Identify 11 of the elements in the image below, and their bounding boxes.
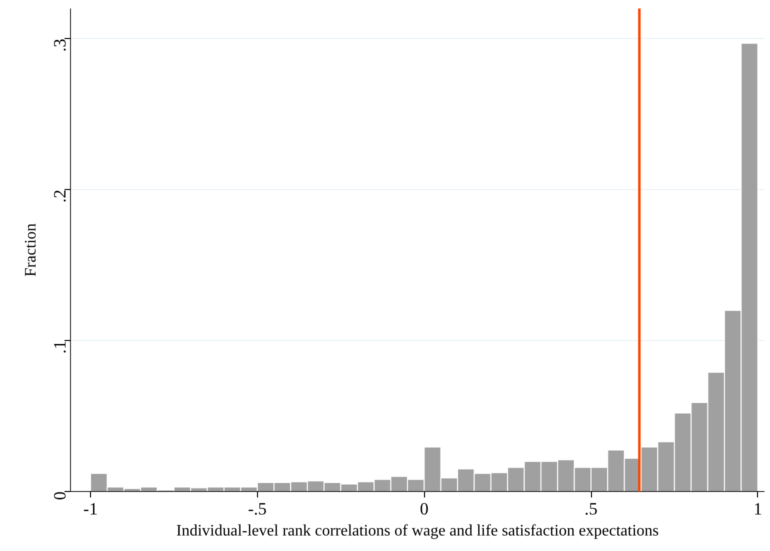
y-tick-label: .1 bbox=[50, 340, 70, 354]
x-tick-label: .5 bbox=[584, 500, 598, 518]
x-tick-label: 1 bbox=[753, 500, 762, 518]
x-tick-label: -1 bbox=[83, 500, 98, 518]
x-tick-label: -.5 bbox=[248, 500, 267, 518]
x-axis-title: Individual-level rank correlations of wage and life satisfaction expectations bbox=[176, 522, 659, 540]
y-tick-label: .2 bbox=[50, 190, 70, 203]
y-tick-label: .3 bbox=[50, 38, 70, 52]
y-tick-label: 0 bbox=[50, 491, 70, 500]
y-axis-title: Fraction bbox=[22, 223, 40, 277]
x-tick-label: 0 bbox=[420, 500, 429, 518]
